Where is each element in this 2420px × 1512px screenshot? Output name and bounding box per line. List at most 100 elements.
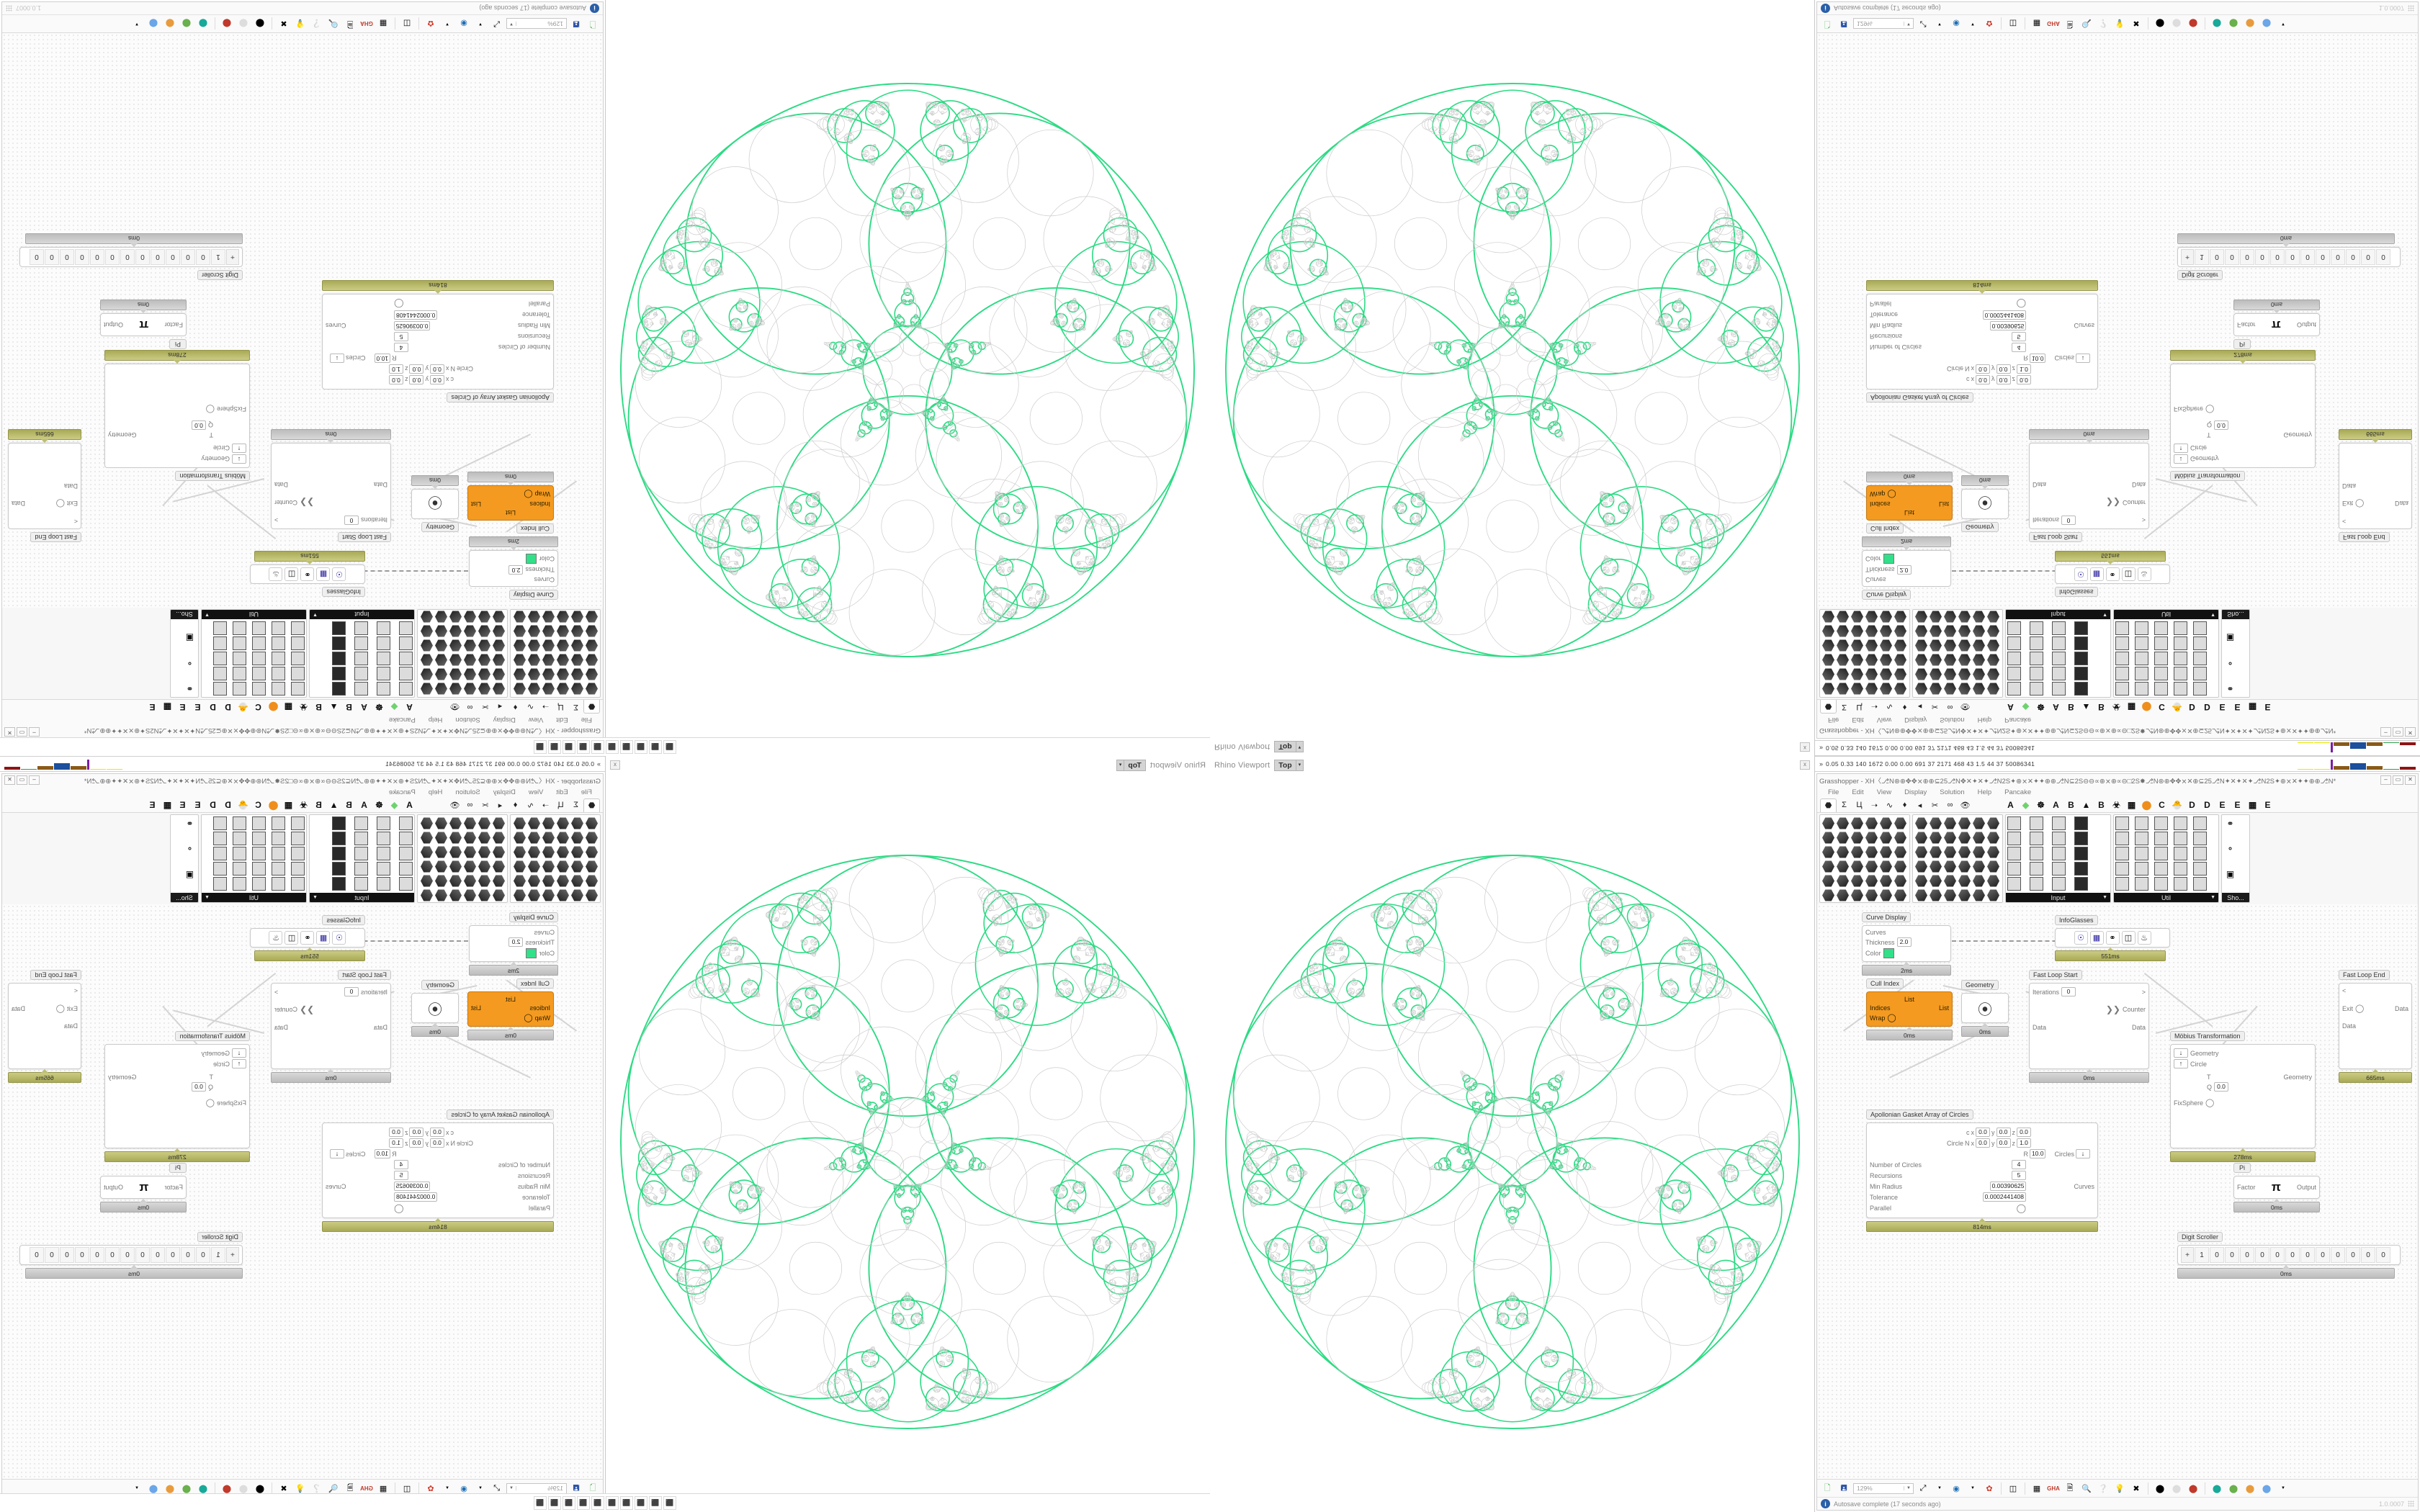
plugin-tab-skull-icon[interactable]: ☸ (375, 800, 383, 810)
plugin-tab-gem-icon[interactable]: ◆ (390, 800, 398, 810)
plugin-tab-e-icon[interactable]: E (2219, 702, 2226, 712)
geometry-component-icon[interactable] (570, 888, 584, 902)
digit-cell[interactable]: 0 (2285, 249, 2300, 265)
menu-item-view[interactable]: View (528, 716, 544, 724)
geometry-component-icon[interactable] (542, 874, 555, 888)
resize-grip-icon[interactable] (2408, 1500, 2414, 1507)
util-component-icon[interactable] (2154, 816, 2168, 830)
geometry-component-icon[interactable] (1850, 845, 1864, 859)
primitive-component-icon[interactable] (1986, 624, 2000, 638)
geometry-component-icon[interactable] (585, 888, 599, 902)
node-body[interactable]: < Exit ◯ Data Data (8, 983, 81, 1069)
geometry-component-icon[interactable] (585, 682, 599, 696)
plugin-tab-a-icon[interactable]: A (2007, 702, 2014, 712)
plugin-tab-dots-icon[interactable]: ▦ (163, 702, 172, 712)
n-x-value[interactable]: 0.0 (430, 1138, 444, 1148)
input-component-icon[interactable] (399, 682, 413, 696)
geometry-component-icon[interactable] (556, 653, 570, 667)
primitive-component-icon[interactable] (478, 874, 491, 888)
plugin-tab-b2-icon[interactable]: B (2098, 800, 2105, 810)
scissors-icon[interactable]: ✖ (2133, 19, 2140, 28)
node-infoglasses[interactable]: InfoGlasses ☉ ▦ ⚭ ◫ ♨ 551ms (250, 551, 365, 599)
plugin-tab-d2-icon[interactable]: D (2204, 702, 2210, 712)
node-body[interactable]: c x 0.0 y 0.0 z 0.0 Circle N x (322, 294, 554, 390)
menu-item-pancake[interactable]: Pancake (388, 788, 416, 796)
input-component-icon[interactable] (332, 636, 346, 650)
primitive-component-icon[interactable] (1972, 845, 1986, 859)
util-component-icon[interactable] (291, 667, 305, 680)
taskbar-firefox-icon[interactable]: ⬛ (563, 740, 575, 754)
geometry-component-icon[interactable] (1850, 624, 1864, 638)
plugin-tab-e3-icon[interactable]: E (2264, 800, 2271, 810)
iterations-value[interactable]: 0 (2061, 987, 2076, 996)
chevron-down-icon[interactable]: ▼ (2210, 895, 2215, 900)
input-component-icon[interactable] (354, 682, 368, 696)
geometry-component-icon[interactable] (513, 888, 526, 902)
primitive-component-icon[interactable] (1986, 682, 2000, 696)
digit-sign[interactable]: + (2181, 249, 2194, 265)
plugin-tab-e2-icon[interactable]: E (179, 800, 186, 810)
save-file-icon[interactable]: 🖪 (573, 19, 580, 29)
primitive-component-icon[interactable] (1972, 610, 1986, 624)
geometry-component-icon[interactable] (1879, 624, 1893, 638)
util-component-icon[interactable] (2154, 862, 2168, 876)
util-component-icon[interactable] (233, 862, 246, 876)
geometry-component-icon[interactable] (1821, 888, 1835, 902)
geometry-component-icon[interactable] (513, 682, 526, 696)
primitive-component-icon[interactable] (463, 653, 477, 667)
node-pi[interactable]: Pi Factor π Output 0ms (2233, 1161, 2320, 1212)
scissors-icon[interactable]: ✖ (2133, 1484, 2140, 1493)
geometry-component-icon[interactable] (513, 816, 526, 830)
primitive-component-icon[interactable] (1986, 831, 2000, 845)
number-of-circles-value[interactable]: 4 (2012, 343, 2026, 352)
gha-assembly-icon[interactable]: GHA (2047, 20, 2060, 27)
taskbar-firefox-icon[interactable]: ⬛ (548, 1496, 561, 1510)
rhino-viewport-panel[interactable]: Rhino Viewport Top ▾ x (1210, 0, 1815, 756)
min-radius-value[interactable]: 0.00390625 (393, 1182, 431, 1191)
sets-tab-icon[interactable]: Ц (557, 703, 564, 711)
puzzle-icon[interactable]: ♨ (2137, 567, 2151, 581)
primitive-component-icon[interactable] (1972, 874, 1986, 888)
geometry-component-icon[interactable] (527, 845, 541, 859)
panel-input-grid[interactable] (310, 619, 414, 697)
plugin-tab-bug-icon[interactable]: ☣ (2112, 702, 2120, 712)
digit-cell[interactable]: 0 (166, 1247, 180, 1263)
plugin-tab-b2-icon[interactable]: B (2098, 702, 2105, 712)
primitive-component-icon[interactable] (1943, 624, 1957, 638)
primitive-component-icon[interactable] (1914, 831, 1928, 845)
grasshopper-window[interactable]: Grasshopper - XH〈⎇N⊛⊕✥✥⨯⊕⊕⊆25⎇N✥✕✦✕✦⎇N2S… (1816, 1, 2419, 739)
shade-red-icon[interactable]: ⬤ (2188, 1484, 2198, 1493)
grasshopper-canvas[interactable]: Curve Display Curves Thickness 2.0 Color (2, 33, 603, 608)
geometry-component-icon[interactable] (1850, 610, 1864, 624)
geometry-component-icon[interactable] (527, 888, 541, 902)
geometry-component-icon[interactable] (570, 610, 584, 624)
util-component-icon[interactable] (2154, 636, 2168, 650)
primitive-component-icon[interactable] (420, 653, 434, 667)
node-body[interactable]: List Indices List Wrap ◯ (467, 991, 554, 1027)
primitive-component-icon[interactable] (1914, 888, 1928, 902)
arrow-up-icon[interactable]: ↑ (232, 444, 246, 453)
input-component-icon[interactable] (354, 816, 368, 830)
plugin-tab-a2-icon[interactable]: A (2053, 702, 2059, 712)
chevron-down-icon[interactable]: ▼ (2281, 1486, 2285, 1490)
panel-input[interactable]: Input ▼ (309, 609, 415, 698)
geometry-component-icon[interactable] (1821, 831, 1835, 845)
input-component-icon[interactable] (2074, 847, 2088, 860)
tag-icon[interactable]: ⚭ (2105, 567, 2120, 581)
node-body[interactable]: ↓ Geometry ↑ Circle T Geometry Q (2170, 364, 2316, 468)
util-component-icon[interactable] (291, 621, 305, 635)
primitive-component-icon[interactable] (1943, 860, 1957, 873)
geometry-component-icon[interactable] (513, 845, 526, 859)
geometry-component-icon[interactable] (527, 610, 541, 624)
plugin-tab-dots-icon[interactable]: ▦ (2248, 702, 2257, 712)
close-icon[interactable]: x (1800, 760, 1810, 770)
input-component-icon[interactable] (2030, 682, 2043, 696)
geometry-component-icon[interactable] (1879, 816, 1893, 830)
input-component-icon[interactable] (332, 816, 346, 830)
util-component-icon[interactable] (213, 636, 227, 650)
node-body[interactable]: List Indices List Wrap ◯ (1866, 991, 1953, 1027)
primitive-component-icon[interactable] (434, 860, 448, 873)
digit-cell[interactable]: 0 (181, 1247, 195, 1263)
input-component-icon[interactable] (399, 832, 413, 845)
plugin-tab-e-icon[interactable]: E (2219, 800, 2226, 810)
